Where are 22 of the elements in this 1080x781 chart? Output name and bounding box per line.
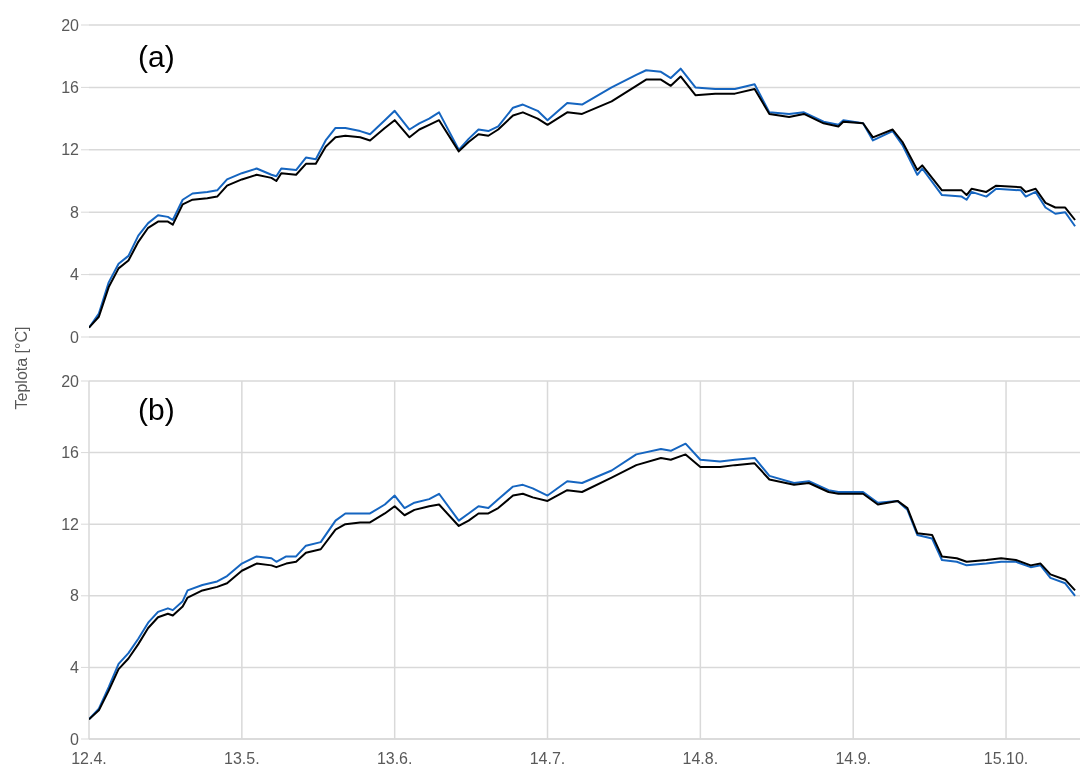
- x-tick-label: 12.4.: [71, 750, 107, 768]
- x-tick-label: 13.5.: [224, 750, 260, 768]
- annotation: (b): [138, 393, 175, 427]
- x-tick-label: 14.7.: [529, 750, 566, 768]
- y-tick-label: 20: [61, 372, 80, 390]
- y-axis-title: Teplota [°C]: [13, 326, 31, 410]
- y-tick-label: 16: [61, 444, 80, 462]
- x-tick-label: 15.10.: [983, 750, 1029, 768]
- y-tick-label: 8: [70, 203, 80, 221]
- x-tick-label: 14.9.: [835, 750, 871, 768]
- y-tick-label: 4: [70, 266, 80, 284]
- x-tick-label: 14.8.: [682, 750, 719, 768]
- annotation: (a): [138, 40, 175, 74]
- y-tick-label: 16: [61, 79, 80, 97]
- y-tick-label: 8: [70, 587, 80, 605]
- y-tick-label: 20: [61, 16, 80, 34]
- y-tick-label: 12: [61, 141, 80, 159]
- y-tick-label: 12: [61, 515, 80, 533]
- y-tick-label: 4: [70, 659, 80, 677]
- y-tick-label: 0: [70, 328, 80, 346]
- y-tick-label: 0: [70, 730, 80, 748]
- x-tick-label: 13.6.: [376, 750, 413, 768]
